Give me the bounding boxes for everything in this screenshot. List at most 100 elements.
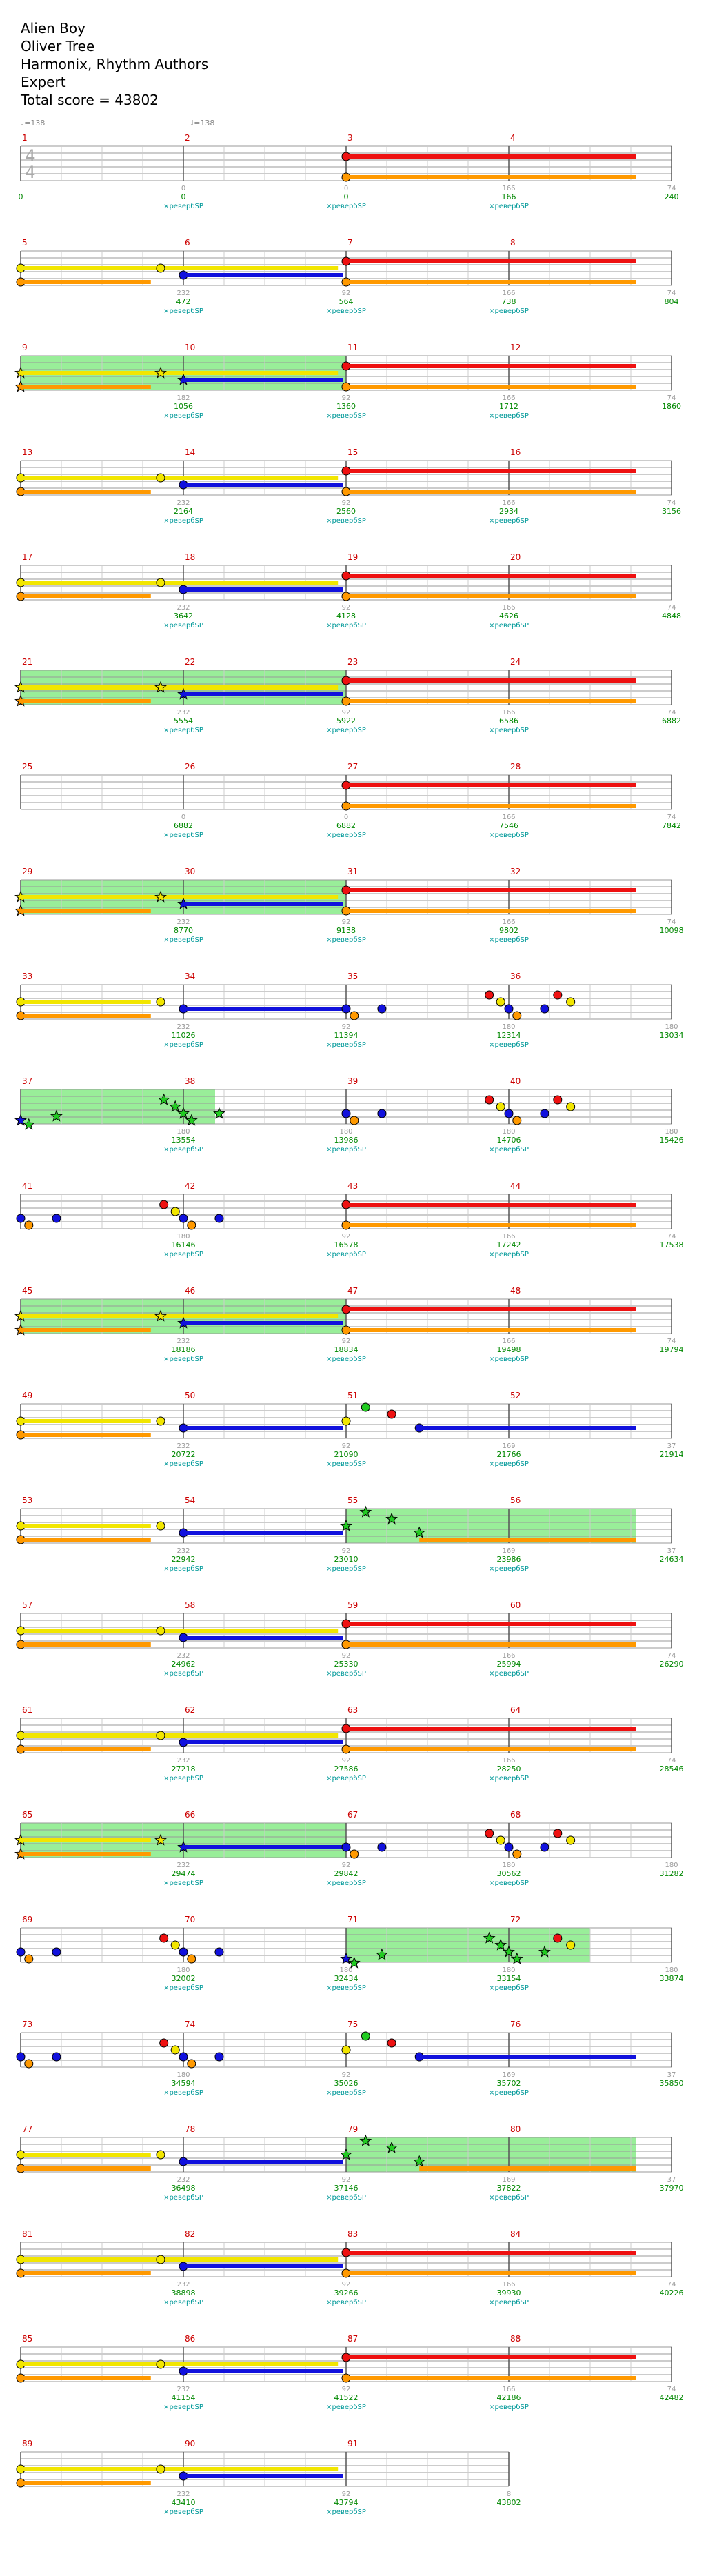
measure-score: 6882 (662, 716, 681, 725)
measure-score: 21090 (334, 1450, 359, 1459)
measure-score: 0 (344, 192, 349, 201)
measure-score: 27586 (334, 1764, 359, 1773)
measure-score: 2164 (174, 507, 193, 516)
star-note (385, 1512, 398, 1525)
measure-score: 43794 (334, 2498, 359, 2507)
measure-score: 10098 (660, 926, 684, 935)
star-note (185, 1114, 198, 1126)
measure-score: 35702 (497, 2079, 521, 2088)
score-delta: 166 (502, 918, 515, 926)
measure-score: 37822 (497, 2184, 521, 2193)
sp-label: ×ревербSP (326, 2089, 366, 2097)
sp-label: ×ревербSP (326, 832, 366, 839)
measure-number: 83 (347, 2229, 358, 2239)
sp-label: ×ревербSP (163, 517, 203, 525)
measure-number: 37 (22, 1076, 32, 1086)
measure-number: 91 (347, 2439, 358, 2448)
score-delta: 232 (176, 1023, 190, 1031)
measure-score: 40226 (660, 2288, 684, 2297)
score-delta: 166 (502, 290, 515, 297)
star-note (177, 1107, 190, 1119)
score-delta: 232 (176, 709, 190, 716)
sp-label: ×ревербSP (163, 1041, 203, 1049)
star-note (340, 1952, 352, 1964)
note (540, 1004, 549, 1014)
measure-number: 28 (510, 762, 521, 772)
note (156, 578, 165, 587)
star-power-section (346, 1509, 636, 1543)
note (496, 997, 505, 1007)
sp-label: ×ревербSP (489, 2299, 529, 2306)
sp-label: ×ревербSP (163, 412, 203, 420)
measure-number: 44 (510, 1181, 521, 1191)
measure-score: 6882 (336, 821, 356, 830)
measure-number: 6 (185, 238, 190, 248)
sp-label: ×ревербSP (163, 2299, 203, 2306)
note (24, 1220, 34, 1230)
sp-label: ×ревербSP (326, 2299, 366, 2306)
score-delta: 74 (667, 2281, 676, 2288)
measure-score: 9138 (336, 926, 356, 935)
measure-number: 14 (185, 447, 195, 457)
note (156, 473, 165, 483)
star-note (169, 1100, 182, 1112)
measure-score: 7842 (662, 821, 681, 830)
measure-number: 2 (185, 133, 190, 143)
note (24, 2059, 34, 2069)
score-delta: 232 (176, 918, 190, 926)
sp-label: ×ревербSP (326, 1984, 366, 1992)
score-delta: 166 (502, 1757, 515, 1764)
score-delta: 92 (342, 1652, 351, 1660)
sp-label: ×ревербSP (163, 1146, 203, 1154)
measure-number: 45 (22, 1286, 32, 1296)
measure-score: 39266 (334, 2288, 359, 2297)
star-note (154, 681, 167, 693)
star-note (340, 1519, 352, 1531)
note (361, 1402, 370, 1412)
measure-score: 39930 (497, 2288, 521, 2297)
sp-label: ×ревербSP (489, 1880, 529, 1887)
measure-score: 18186 (172, 1345, 196, 1354)
note (156, 2150, 165, 2160)
note (341, 1416, 351, 1426)
note (361, 2031, 370, 2041)
measure-number: 17 (22, 552, 32, 562)
time-signature-top: 4 (25, 146, 35, 165)
measure-number: 68 (510, 1810, 521, 1820)
measure-score: 23986 (497, 1555, 521, 1564)
score-delta: 169 (502, 2176, 515, 2184)
measure-number: 81 (22, 2229, 32, 2239)
measure-score: 738 (502, 297, 516, 306)
score-delta: 0 (181, 814, 185, 821)
note (156, 2255, 165, 2264)
note (16, 2052, 26, 2062)
score-delta: 92 (342, 1338, 351, 1345)
score-delta: 74 (667, 1233, 676, 1240)
note (156, 1416, 165, 1426)
measure-score: 804 (665, 297, 679, 306)
measure-score: 23010 (334, 1555, 359, 1564)
measure-number: 61 (22, 1705, 32, 1715)
star-note (157, 1093, 170, 1105)
measure-number: 48 (510, 1286, 521, 1296)
measure-number: 52 (510, 1391, 521, 1400)
sp-label: ×ревербSP (489, 727, 529, 734)
score-delta: 37 (667, 1442, 676, 1450)
measure-score: 25330 (334, 1660, 359, 1669)
note (16, 1947, 26, 1957)
measure-number: 56 (510, 1496, 521, 1505)
measure-number: 35 (347, 972, 358, 981)
measure-score: 28250 (497, 1764, 521, 1773)
measure-number: 27 (347, 762, 358, 772)
measure-number: 34 (185, 972, 195, 981)
sp-label: ×ревербSP (163, 1775, 203, 1782)
measure-number: 7 (347, 238, 353, 248)
note (179, 2052, 188, 2062)
note (553, 1933, 563, 1943)
measure-score: 37146 (334, 2184, 359, 2193)
star-note (359, 2134, 372, 2146)
sp-label: ×ревербSP (489, 1460, 529, 1468)
note (341, 2045, 351, 2055)
note (52, 1214, 61, 1223)
